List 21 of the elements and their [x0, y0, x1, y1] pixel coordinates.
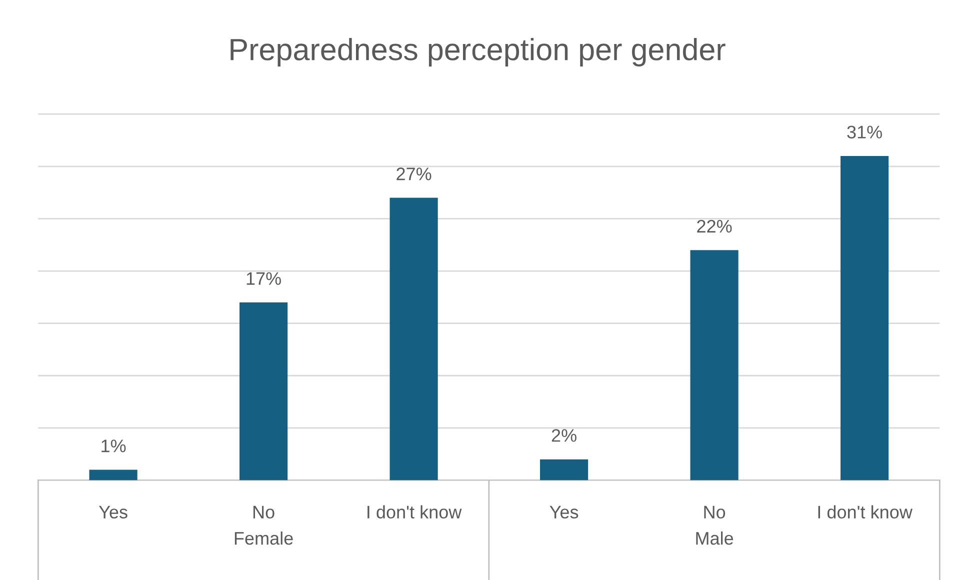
text: Female: [234, 531, 293, 545]
x-tick-label: Yes: [98, 506, 128, 518]
bar: [840, 156, 889, 480]
text: Male: [696, 531, 734, 545]
data-label: 17%: [246, 272, 281, 285]
x-tick-label: I don't know: [818, 505, 913, 518]
data-label: 27%: [396, 168, 432, 180]
data-label: 2%: [552, 429, 576, 442]
data-label: 31%: [847, 126, 882, 138]
data-label: 1%: [102, 440, 126, 452]
x-tick-label: Yes: [550, 506, 578, 518]
x-tick-label: I don't know: [368, 505, 462, 518]
chart-title: Preparedness perception per gender: [230, 38, 726, 66]
bar: [390, 198, 438, 480]
bar: [690, 250, 738, 480]
bar: [89, 470, 138, 480]
bar: [540, 459, 588, 480]
bar: [240, 302, 288, 480]
data-label: 22%: [697, 220, 732, 233]
x-tick-label: No: [704, 506, 726, 518]
x-tick-label: No: [253, 506, 274, 518]
